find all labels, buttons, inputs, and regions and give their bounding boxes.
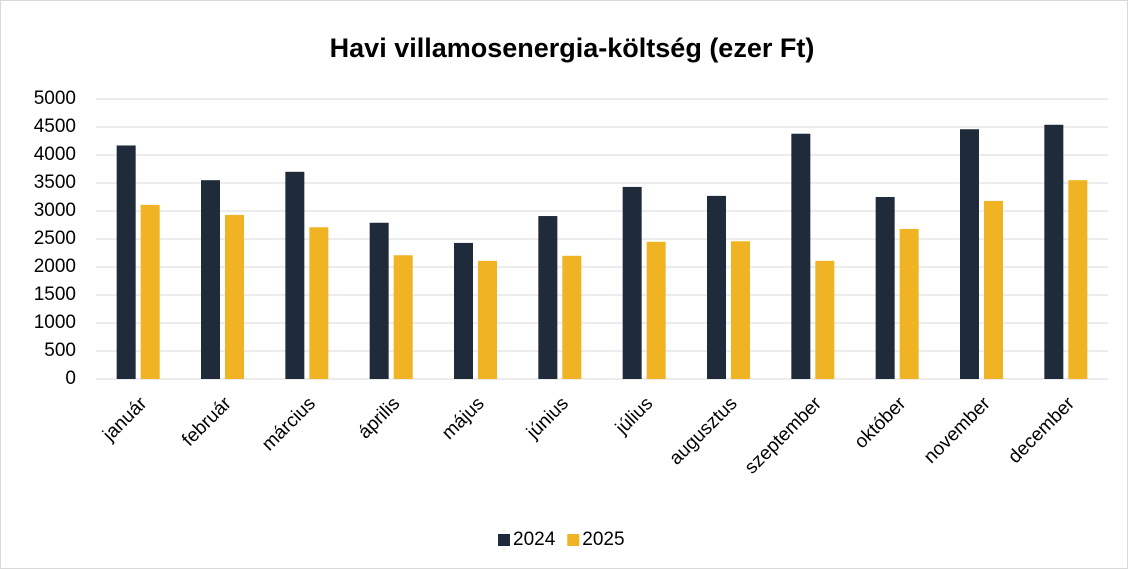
- bar: [454, 242, 473, 379]
- y-tick-label: 2000: [34, 256, 76, 277]
- y-tick-label: 2500: [34, 228, 76, 249]
- y-tick-label: 3000: [34, 200, 76, 221]
- bar: [1068, 180, 1088, 379]
- chart-title: Havi villamosenergia-költség (ezer Ft): [330, 33, 815, 63]
- bar: [731, 241, 750, 379]
- legend-swatch: [567, 534, 580, 546]
- bar: [622, 186, 642, 379]
- legend-label: 2025: [582, 529, 624, 550]
- bar: [875, 197, 895, 379]
- bar: [960, 129, 979, 379]
- y-tick-label: 1500: [34, 284, 76, 305]
- bar: [201, 180, 220, 379]
- bar: [646, 241, 666, 379]
- y-tick-label: 5000: [34, 88, 76, 109]
- legend-label: 2024: [513, 529, 556, 550]
- y-tick-label: 3500: [34, 172, 76, 193]
- y-tick-label: 0: [65, 368, 76, 389]
- bar: [285, 171, 305, 379]
- bar: [225, 214, 244, 379]
- bar: [478, 260, 497, 379]
- bar: [309, 227, 329, 379]
- bar: [562, 255, 582, 379]
- legend-swatch: [498, 534, 510, 546]
- y-tick-label: 1000: [34, 312, 76, 333]
- y-tick-label: 4500: [34, 116, 76, 137]
- bar: [791, 133, 811, 379]
- bar: [393, 255, 413, 379]
- bar: [899, 228, 919, 379]
- bar: [140, 204, 160, 379]
- bar: [1044, 124, 1064, 379]
- y-tick-label: 4000: [34, 144, 76, 165]
- bar: [538, 216, 558, 379]
- bar: [369, 222, 389, 379]
- y-tick-label: 500: [44, 340, 76, 361]
- bar: [116, 145, 136, 379]
- bar: [984, 200, 1003, 379]
- bar: [815, 260, 835, 379]
- bar: [707, 195, 726, 379]
